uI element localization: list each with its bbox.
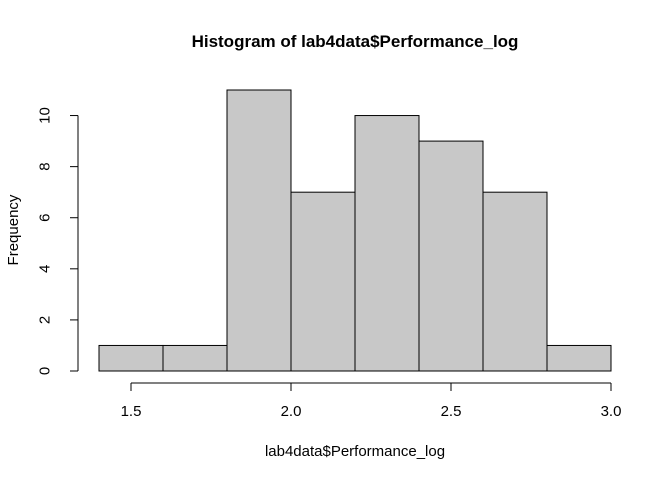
y-tick-label: 4	[37, 265, 54, 273]
y-tick-label: 0	[37, 367, 54, 375]
histogram-bar-4	[290, 191, 356, 372]
y-axis: 0 2 4 6 8 10	[37, 107, 79, 375]
x-tick-label: 1.5	[121, 403, 142, 420]
y-tick-label: 6	[37, 214, 54, 222]
histogram-bar-3	[226, 89, 292, 372]
y-axis-label: Frequency	[5, 194, 22, 265]
histogram-bar-2	[162, 344, 228, 372]
histogram-bar-1	[98, 344, 164, 372]
y-tick-label: 10	[37, 107, 54, 124]
chart-title: Histogram of lab4data$Performance_log	[192, 32, 519, 51]
x-tick-label: 3.0	[601, 403, 622, 420]
y-tick-label: 8	[37, 162, 54, 170]
x-axis: 1.5 2.0 2.5 3.0	[121, 382, 622, 420]
histogram-bar-5	[354, 115, 420, 372]
y-tick-label: 2	[37, 316, 54, 324]
bars-group	[98, 89, 612, 372]
x-axis-label: lab4data$Performance_log	[265, 443, 445, 460]
histogram-bar-8	[546, 344, 612, 372]
histogram-bar-6	[418, 140, 484, 372]
x-tick-label: 2.5	[441, 403, 462, 420]
x-tick-label: 2.0	[281, 403, 302, 420]
histogram-bar-7	[482, 191, 548, 372]
